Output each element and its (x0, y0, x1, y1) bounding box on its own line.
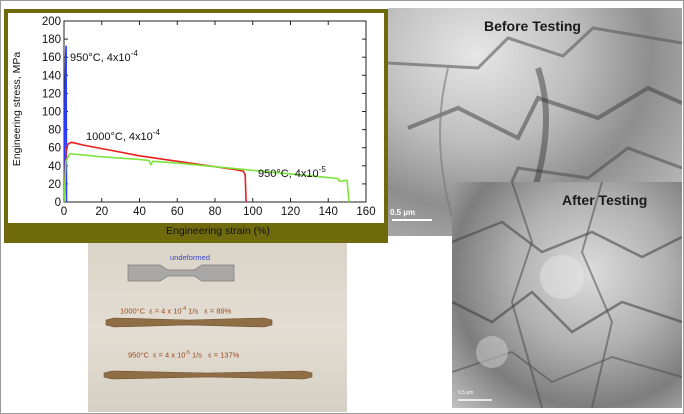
x-tick-label: 80 (209, 206, 222, 218)
annotation-1000-4: 1000°C, 4x10-4 (86, 128, 160, 143)
y-axis-label: Engineering stress, MPa (11, 52, 23, 167)
series-line-0 (63, 45, 68, 203)
x-tick-label: 40 (133, 206, 146, 218)
specimen-photo: undeformed 1000°C ε = 4 x 10-4 1/s ε = 8… (88, 243, 347, 412)
undeformed-label: undeformed (170, 253, 211, 262)
x-tick-label: 160 (356, 206, 375, 218)
specimen-1000c (105, 317, 273, 328)
specimen-950c (103, 370, 313, 380)
x-tick-label: 20 (95, 206, 108, 218)
before-scale-bar-label: 0.5 µm (390, 208, 416, 217)
series-line-2 (63, 153, 350, 203)
annotation-950-5: 950°C, 4x10-5 (258, 165, 326, 180)
x-axis-label: Engineering strain (%) (166, 225, 270, 237)
before-testing-title: Before Testing (484, 18, 581, 34)
stress-strain-chart-panel: 0 20 40 60 80 100 120 140 160 0 20 40 60 80 100 120 140 1… (4, 9, 388, 243)
y-tick-label: 180 (42, 34, 61, 46)
y-tick-label: 20 (48, 179, 61, 191)
y-tick-label: 80 (48, 125, 61, 137)
specimen-1000c-caption: 1000°C ε = 4 x 10-4 1/s ε = 89% (120, 306, 232, 316)
y-tick-label: 200 (42, 16, 61, 28)
specimen-drawing (103, 264, 313, 380)
specimen-950c-caption: 950°C ε = 4 x 10-5 1/s ε = 137% (128, 350, 240, 360)
after-scale-bar-label: 0.5 µm (458, 390, 474, 396)
annotation-950-4: 950°C, 4x10-4 (70, 49, 138, 64)
y-tick-label: 0 (55, 197, 61, 209)
y-tick-label: 100 (42, 107, 61, 119)
series-line-1 (63, 141, 247, 203)
x-tick-label: 0 (61, 206, 67, 218)
x-tick-label: 100 (243, 206, 262, 218)
micrograph-after-testing: After Testing 0.5 µm (452, 182, 682, 408)
y-tick-label: 120 (42, 88, 61, 100)
y-tick-label: 140 (42, 70, 61, 82)
y-tick-label: 160 (42, 52, 61, 64)
x-tick-label: 60 (171, 206, 184, 218)
after-testing-title: After Testing (562, 192, 648, 208)
micrograph-after-texture (452, 182, 682, 408)
x-tick-label: 120 (281, 206, 300, 218)
chart-background (8, 13, 384, 223)
y-tick-label: 40 (48, 161, 61, 173)
y-tick-label: 60 (48, 143, 61, 155)
x-tick-label: 140 (319, 206, 338, 218)
undeformed-specimen (127, 264, 235, 282)
stress-strain-chart: 0 20 40 60 80 100 120 140 160 0 20 40 60 80 100 120 140 1… (8, 13, 384, 237)
